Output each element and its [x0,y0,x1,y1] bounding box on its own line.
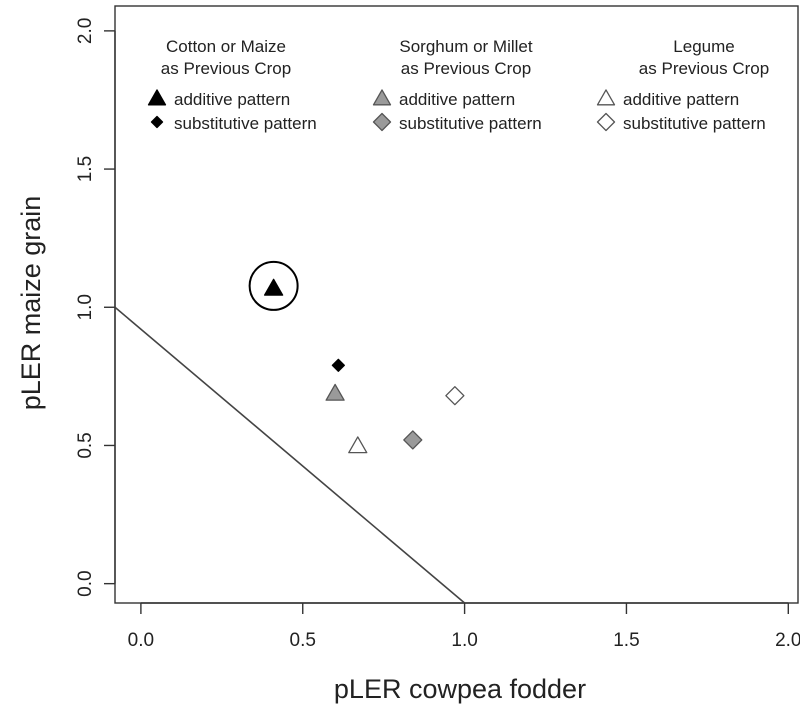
x-tick-label: 1.5 [613,630,639,651]
y-axis: 0.0 0.5 1.0 1.5 2.0 [75,18,116,597]
legend-heading: as Previous Crop [161,59,291,78]
data-point-triangle [263,278,284,296]
legend-triangle-symbol [372,89,392,106]
legend-entry-label: substitutive pattern [399,114,542,133]
legend-heading: as Previous Crop [639,59,769,78]
data-points [248,260,465,454]
legend-diamond-symbol [372,112,392,132]
legend-diamond-symbol [150,115,164,129]
y-axis-label: pLER maize grain [16,196,46,411]
data-point-diamond [331,358,346,372]
legend-heading: Sorghum or Millet [399,37,532,56]
legend-triangle-symbol [147,89,167,106]
highlight-circle [248,260,299,311]
data-point-triangle [325,383,345,401]
legend-heading: Legume [673,37,734,56]
legend-entry-label: substitutive pattern [623,114,766,133]
legend-diamond-symbol [596,112,616,132]
data-point-triangle [348,436,368,454]
data-point-diamond [445,386,465,406]
x-tick-label: 0.5 [290,630,316,651]
y-tick-label: 0.5 [75,432,96,458]
legend-entry-label: additive pattern [623,90,739,109]
x-axis-label: pLER cowpea fodder [334,674,586,704]
legend: Cotton or Maize as Previous Crop additive … [147,37,769,133]
legend-triangle-symbol [596,89,616,106]
legend-heading: as Previous Crop [401,59,531,78]
y-tick-label: 2.0 [75,18,96,44]
y-tick-label: 1.0 [75,294,96,320]
legend-heading: Cotton or Maize [166,37,286,56]
x-tick-label: 1.0 [451,630,477,651]
x-tick-label: 0.0 [128,630,154,651]
data-point-diamond [403,430,423,450]
legend-entry-label: additive pattern [174,90,290,109]
x-axis: 0.0 0.5 1.0 1.5 2.0 [128,602,800,651]
reference-line-group [114,306,466,604]
reference-line [114,306,466,604]
legend-entry-label: substitutive pattern [174,114,317,133]
legend-entry-label: additive pattern [399,90,515,109]
y-tick-label: 0.0 [75,570,96,596]
x-tick-label: 2.0 [775,630,800,651]
y-tick-label: 1.5 [75,156,96,182]
